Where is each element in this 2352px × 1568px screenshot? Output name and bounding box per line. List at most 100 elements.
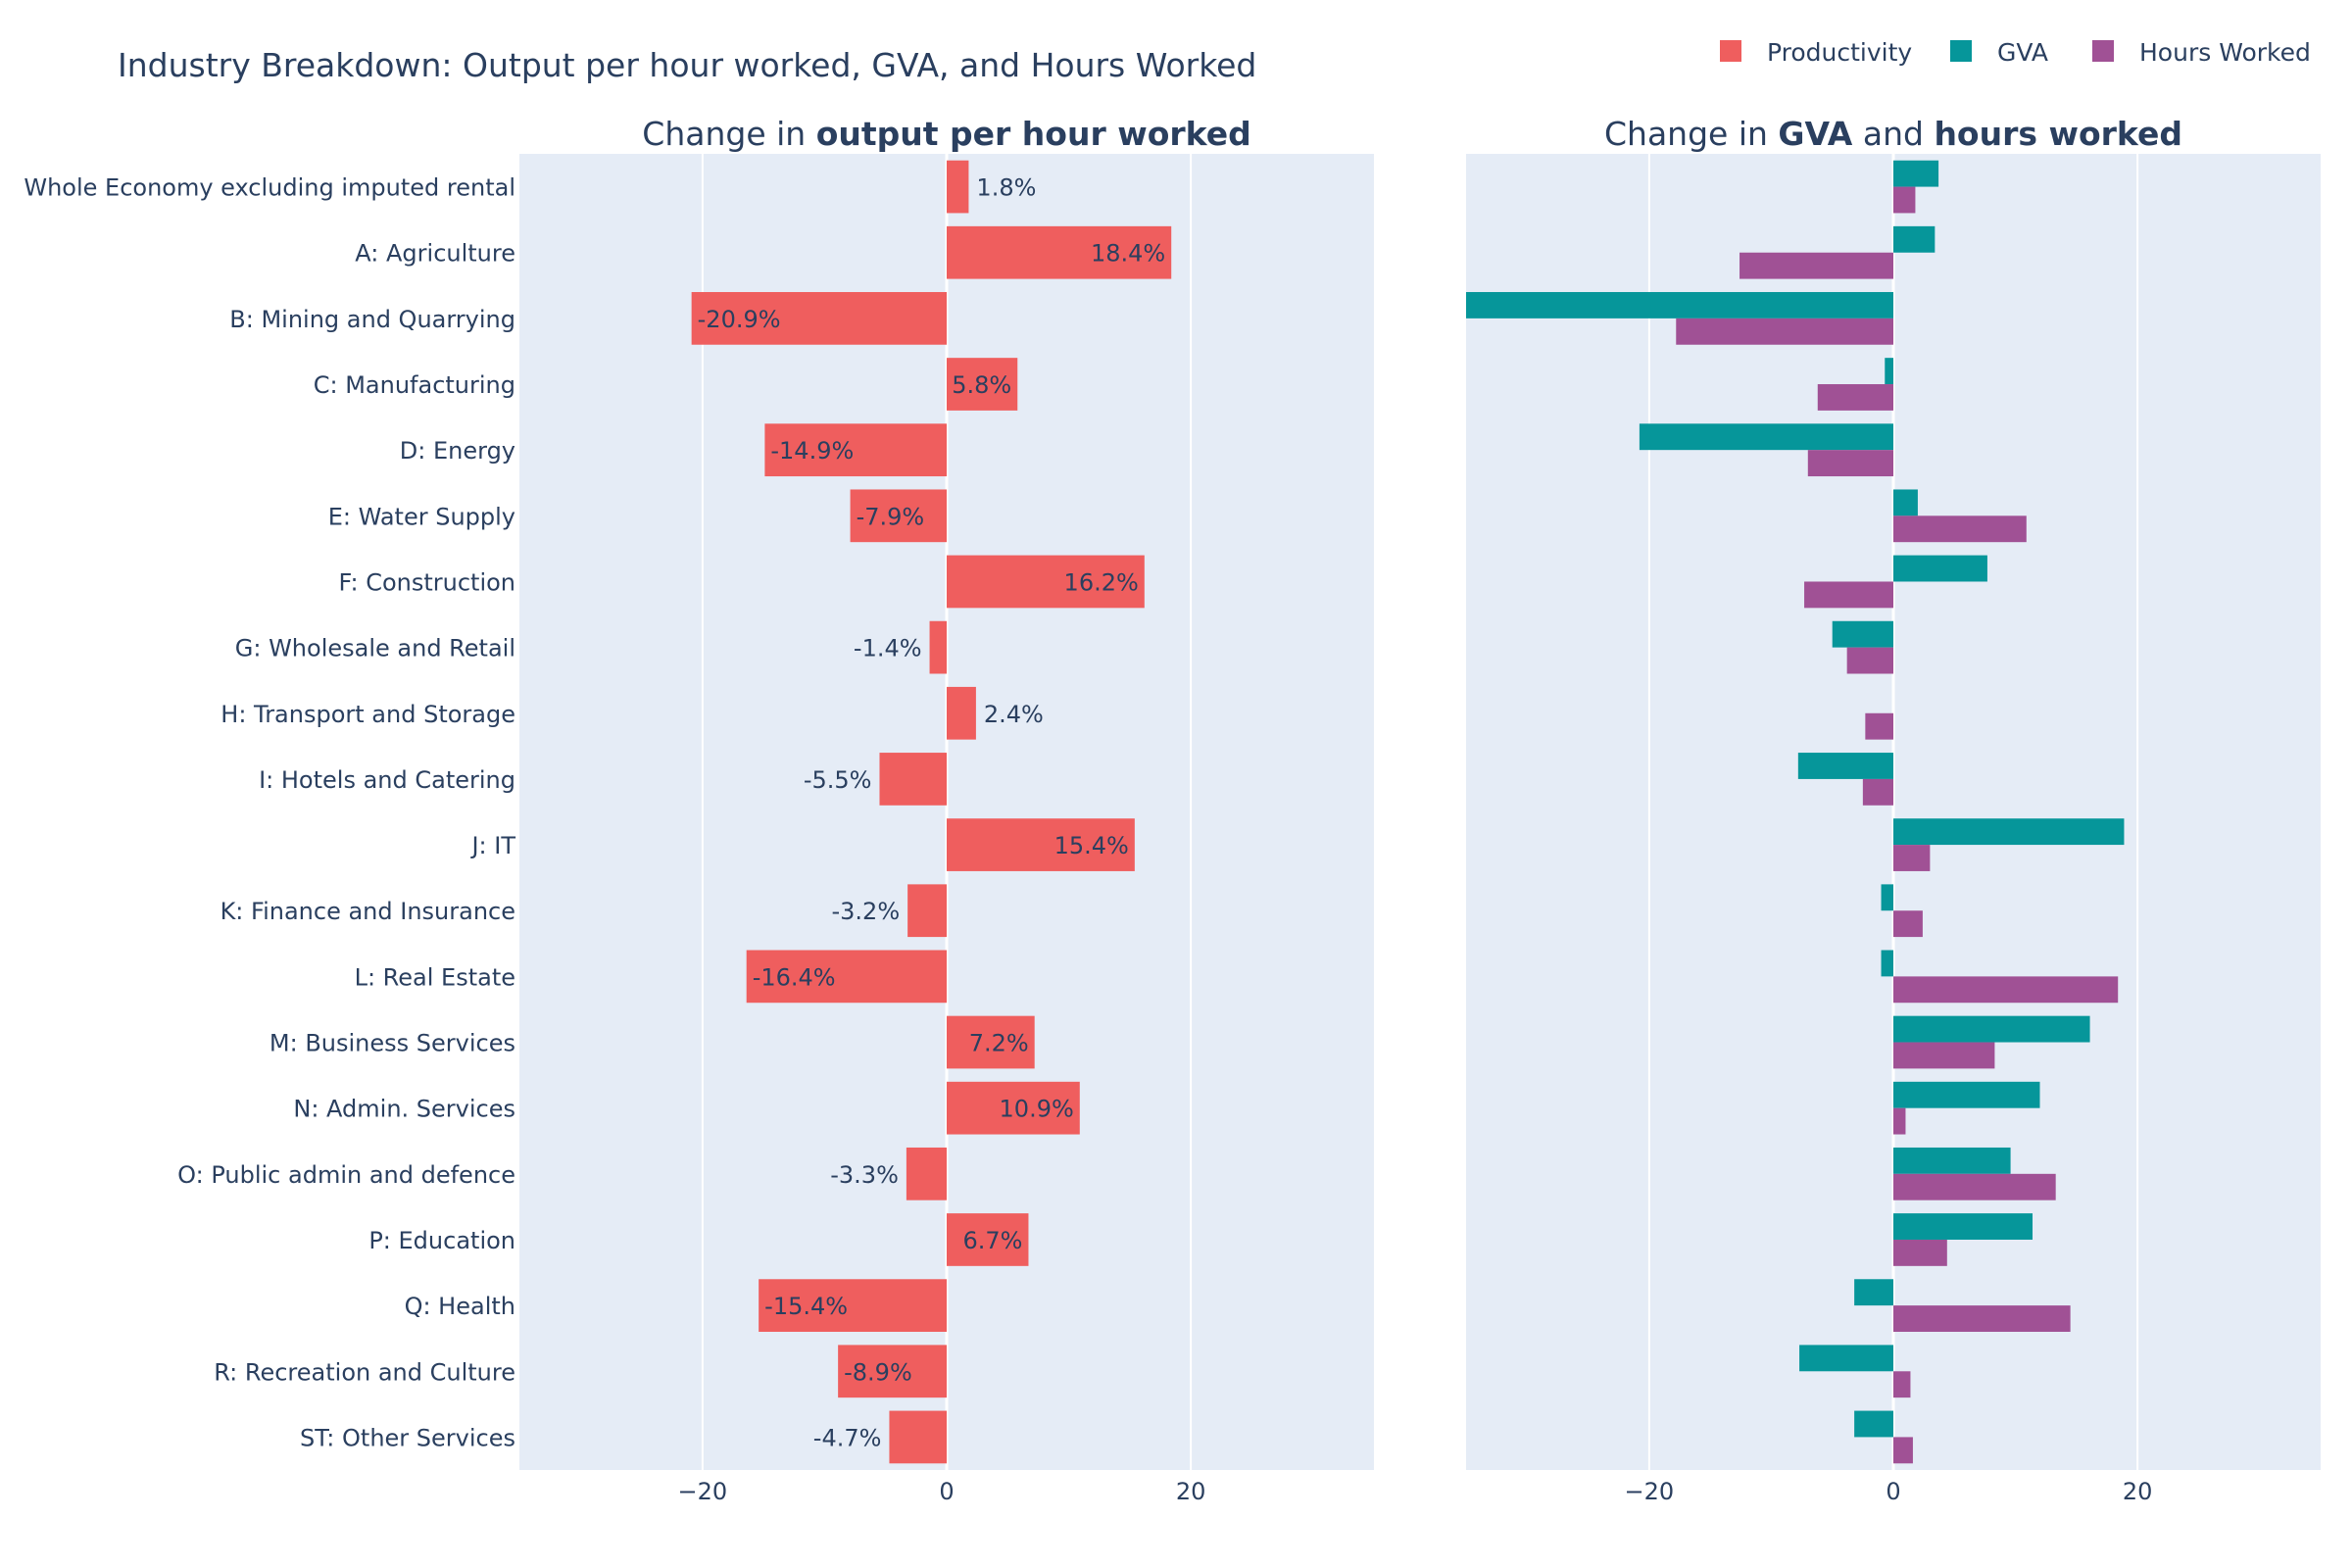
productivity-bar (929, 620, 947, 674)
gva-bar (1893, 1213, 2034, 1240)
productivity-data-label: 15.4% (1054, 832, 1129, 859)
productivity-data-label: -14.9% (770, 437, 854, 465)
productivity-data-label: -3.3% (830, 1161, 899, 1189)
legend-swatch-gva[interactable] (1950, 40, 1972, 62)
hours-worked-bar (1893, 976, 2119, 1004)
gva-bar (1799, 1345, 1893, 1372)
category-label: G: Wholesale and Retail (235, 635, 515, 662)
x-tick-label: 20 (2123, 1478, 2153, 1505)
legend: Productivity GVA Hours Worked (1720, 38, 2311, 67)
productivity-bar (947, 1015, 1035, 1069)
productivity-data-label: -8.9% (844, 1358, 912, 1386)
gva-bar (1893, 555, 1987, 582)
category-label: Whole Economy excluding imputed rental (24, 174, 515, 202)
hours-worked-bar (1846, 647, 1893, 674)
hours-worked-bar (1893, 1371, 1911, 1398)
hours-worked-bar (1893, 1173, 2056, 1200)
category-label: H: Transport and Storage (220, 701, 515, 728)
gva-bar (1893, 1081, 2040, 1108)
productivity-bar (759, 1279, 947, 1332)
productivity-bar (764, 423, 947, 477)
hours-worked-bar (1817, 384, 1893, 411)
gva-bar (1797, 753, 1893, 779)
hours-worked-bar (1865, 712, 1893, 740)
productivity-data-label: -4.7% (813, 1424, 882, 1451)
category-label: R: Recreation and Culture (214, 1358, 515, 1386)
category-label: O: Public admin and defence (177, 1161, 515, 1189)
productivity-panel: −20 0 20 Change in output per hour worked Wh… (24, 115, 1374, 1505)
productivity-data-label: -3.2% (831, 898, 900, 925)
category-label: C: Manufacturing (314, 371, 515, 399)
productivity-data-label: 7.2% (969, 1030, 1029, 1057)
legend-swatch-productivity[interactable] (1720, 40, 1741, 62)
category-label: M: Business Services (270, 1030, 515, 1057)
productivity-bar (746, 950, 947, 1004)
gva-hours-panel: −20 0 20 Change in GVA and hours worked (1466, 115, 2321, 1505)
hours-worked-bar (1893, 186, 1916, 214)
productivity-data-label: 16.2% (1064, 568, 1139, 596)
gva-bar (1893, 1015, 2090, 1043)
x-tick-label: −20 (1625, 1478, 1675, 1505)
gva-bar (1893, 1147, 2011, 1174)
gva-bar (1639, 423, 1893, 451)
gva-bar (1893, 160, 1939, 187)
productivity-data-label: 18.4% (1091, 240, 1165, 268)
productivity-bar (947, 1081, 1080, 1135)
productivity-data-label: 10.9% (1000, 1096, 1074, 1123)
gva-bar (1466, 292, 1893, 318)
category-label: A: Agriculture (355, 240, 515, 268)
gva-bar (1854, 1410, 1893, 1438)
productivity-data-label: -5.5% (804, 766, 872, 794)
gva-bar (1893, 818, 2125, 846)
category-label: F: Construction (339, 568, 515, 596)
hours-worked-bar (1893, 1042, 1995, 1069)
productivity-bar (947, 358, 1018, 411)
productivity-bar (947, 160, 969, 214)
subplot-title: Change in GVA and hours worked (1604, 115, 2182, 153)
category-label: N: Admin. Services (293, 1096, 515, 1123)
category-label: B: Mining and Quarrying (229, 306, 515, 333)
hours-worked-bar (1740, 252, 1893, 279)
hours-worked-bar (1893, 1437, 1913, 1464)
legend-label-hours-worked[interactable]: Hours Worked (2139, 38, 2311, 67)
productivity-data-label: 1.8% (976, 174, 1036, 202)
category-label: P: Education (368, 1227, 515, 1254)
productivity-bar (850, 489, 947, 543)
productivity-bar (838, 1345, 947, 1398)
legend-label-productivity[interactable]: Productivity (1767, 38, 1912, 67)
hours-worked-bar (1893, 845, 1931, 871)
subplot-title: Change in output per hour worked (642, 115, 1250, 153)
productivity-bar (907, 884, 947, 938)
hours-worked-bar (1893, 515, 2027, 543)
category-label: I: Hotels and Catering (259, 766, 515, 794)
x-tick-label: 20 (1176, 1478, 1206, 1505)
hours-worked-bar (1862, 778, 1893, 806)
category-label: J: IT (469, 832, 515, 859)
legend-swatch-hours-worked[interactable] (2092, 40, 2114, 62)
category-label: D: Energy (400, 437, 515, 465)
gva-bar (1854, 1279, 1893, 1306)
productivity-data-label: 2.4% (984, 701, 1044, 728)
productivity-bar (947, 1213, 1029, 1266)
hours-worked-bar (1893, 1305, 2071, 1332)
gva-bar (1893, 489, 1918, 516)
productivity-bar (947, 818, 1135, 871)
gva-bar (1893, 225, 1936, 253)
productivity-data-label: -20.9% (698, 306, 781, 333)
gva-bar (1881, 950, 1893, 977)
productivity-bar (947, 555, 1145, 609)
productivity-bar (947, 686, 976, 740)
productivity-bar (691, 292, 947, 345)
x-tick-label: 0 (939, 1478, 954, 1505)
chart-title: Industry Breakdown: Output per hour work… (118, 46, 1256, 84)
productivity-data-label: -15.4% (764, 1293, 848, 1320)
legend-label-gva[interactable]: GVA (1997, 38, 2048, 67)
hours-worked-bar (1893, 910, 1923, 938)
x-tick-label: 0 (1886, 1478, 1900, 1505)
x-tick-label: −20 (678, 1478, 728, 1505)
productivity-data-label: -1.4% (854, 635, 922, 662)
productivity-bar (906, 1147, 947, 1200)
gva-bar (1885, 358, 1893, 385)
hours-worked-bar (1804, 581, 1893, 609)
productivity-bar (879, 753, 947, 806)
